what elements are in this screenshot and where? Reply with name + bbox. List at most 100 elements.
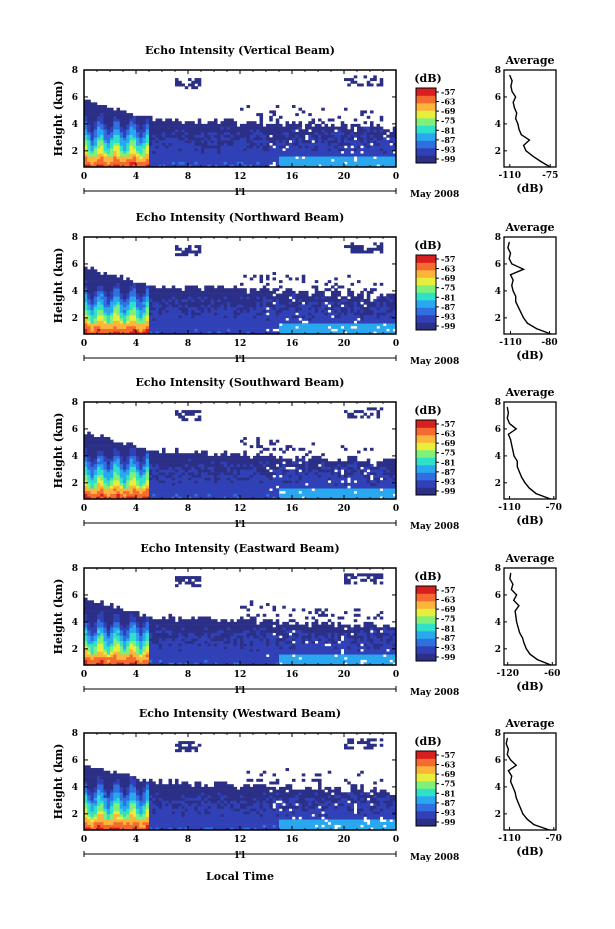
heatmap-cell [282,153,286,157]
heatmap-cell [204,331,208,335]
heatmap-cell [227,474,231,478]
heatmap-cell [233,453,238,457]
heatmap-cell [249,161,254,165]
heatmap-cell [214,309,218,313]
heatmap-cell [116,307,121,311]
heatmap-cell [178,121,182,125]
heatmap-cell [168,331,173,335]
heatmap-cell [298,137,303,141]
heatmap-cell [347,83,351,87]
heatmap-cell [285,482,290,486]
heatmap-cell [285,309,290,313]
heatmap-cell [168,474,173,478]
heatmap-cell [370,131,374,135]
heatmap-cell [184,148,189,152]
heatmap-cell [178,129,182,133]
heatmap-cell [217,158,221,162]
heatmap-cell [119,450,124,454]
heatmap-cell [90,298,95,302]
heatmap-cell [149,472,153,476]
heatmap-cell [194,317,199,321]
heatmap-cell [298,129,303,133]
heatmap-cell [360,142,364,146]
heatmap-cell [366,131,371,135]
heatmap-cell [84,126,88,130]
heatmap-cell [360,161,364,165]
heatmap-cell [152,285,156,289]
heatmap-cell [344,323,348,327]
heatmap-cell [285,288,290,292]
heatmap-cell [194,86,199,90]
heatmap-cell [158,331,163,335]
heatmap-cell [204,290,208,294]
heatmap-cell [246,490,251,494]
heatmap-cell [175,304,179,308]
heatmap-cell [178,137,182,141]
heatmap-cell [116,474,121,478]
heatmap-cell [139,137,143,141]
heatmap-cell [93,113,98,117]
heatmap-cell [175,490,179,494]
heatmap-cell [243,474,247,478]
heatmap-cell [204,488,208,492]
heatmap-cell [171,134,176,138]
heatmap-cell [136,290,140,294]
heatmap-cell [90,161,95,165]
heatmap-cell [129,472,134,476]
heatmap-cell [171,164,176,168]
heatmap-cell [103,288,108,292]
heatmap-cell [236,148,241,152]
heatmap-cell [305,312,309,316]
heatmap-cell [204,288,208,292]
heatmap-cell [249,277,254,281]
heatmap-cell [106,317,111,321]
heatmap-cell [360,126,364,130]
heatmap-cell [90,269,95,273]
heatmap-cell [350,126,355,130]
heatmap-cell [126,158,130,162]
heatmap-cell [165,315,169,319]
heatmap-cell [155,148,160,152]
heatmap-cell [168,126,173,130]
heatmap-cell [142,148,147,152]
heatmap-cell [230,458,234,462]
heatmap-cell [119,301,124,305]
heatmap-cell [191,142,195,146]
heatmap-cell [292,121,296,125]
heatmap-cell [126,115,130,119]
heatmap-cell [171,320,176,324]
heatmap-cell [155,137,160,141]
heatmap-cell [116,488,121,492]
average-plot [509,74,551,168]
heatmap-cell [139,304,143,308]
heatmap-cell [246,320,251,324]
heatmap-cell [392,312,397,316]
heatmap-cell [301,131,306,135]
heatmap-cell [279,158,283,162]
heatmap-cell [230,123,234,127]
heatmap-cell [279,140,283,144]
heatmap-cell [217,285,221,289]
heatmap-cell [165,325,169,329]
heatmap-cell [168,148,173,152]
heatmap-cell [324,142,329,146]
heatmap-cell [113,298,117,302]
heatmap-cell [158,301,163,305]
heatmap-cell [217,153,221,157]
heatmap-cell [379,161,384,165]
heatmap-cell [233,325,238,329]
heatmap-cell [188,323,192,327]
heatmap-cell [253,274,257,278]
heatmap-cell [288,304,293,308]
heatmap-cell [220,301,225,305]
heatmap-cell [256,485,260,489]
heatmap-cell [262,150,267,154]
heatmap-cell [233,121,238,125]
heatmap-cell [240,282,244,286]
heatmap-cell [132,472,137,476]
heatmap-cell [132,331,137,335]
heatmap-cell [165,312,169,316]
heatmap-cell [288,320,293,324]
heatmap-cell [360,140,364,144]
heatmap-cell [288,323,293,327]
